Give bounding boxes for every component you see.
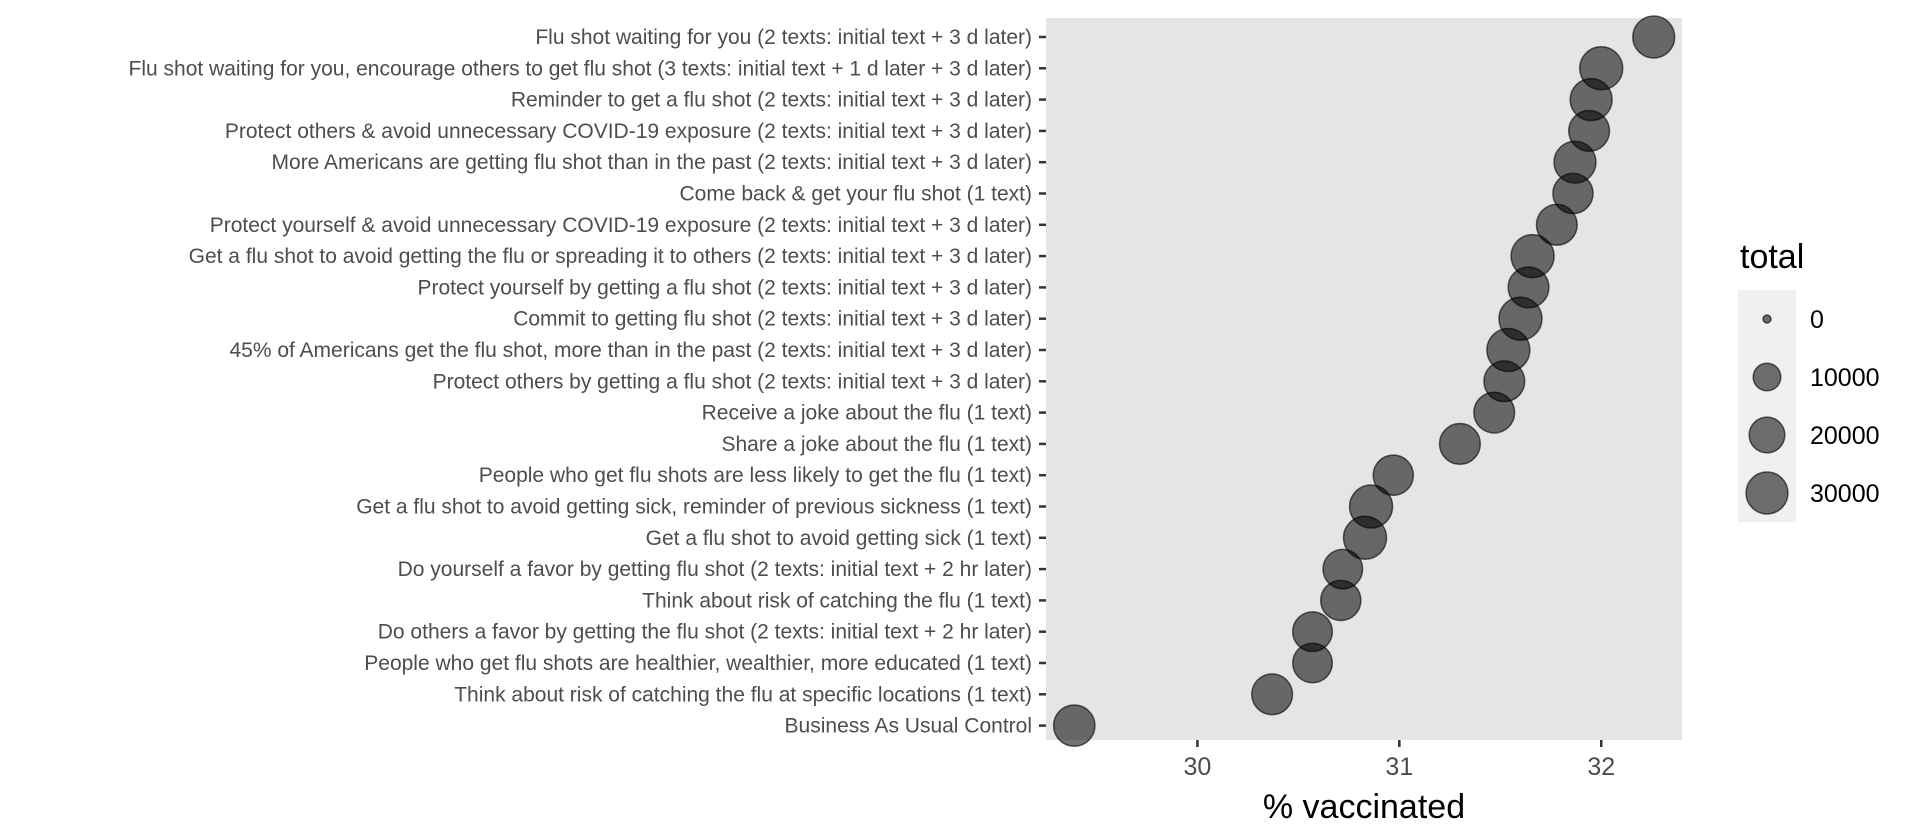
x-axis: 30 31 32 [1184,740,1615,781]
y-tick-label: Commit to getting flu shot (2 texts: ini… [513,308,1032,331]
legend-label: 0 [1810,306,1824,334]
y-tick-label: Get a flu shot to avoid getting sick (1 … [646,527,1032,550]
data-point [1473,391,1516,434]
data-point [1291,642,1334,684]
data-point [1319,579,1362,622]
legend-key [1762,314,1772,324]
y-tick-label: Business As Usual Control [785,715,1032,738]
legend-label: 20000 [1810,422,1880,450]
y-tick-label: Protect yourself & avoid unnecessary COV… [210,214,1032,237]
x-tick-label: 30 [1184,753,1212,781]
y-tick-label: Come back & get your flu shot (1 text) [680,183,1033,206]
y-tick-label: Reminder to get a flu shot (2 texts: ini… [511,89,1032,112]
x-axis-title: % vaccinated [1263,788,1465,826]
y-tick-label: People who get flu shots are less likely… [479,464,1032,487]
x-tick-label: 32 [1587,753,1615,781]
x-tick-label: 31 [1385,753,1413,781]
legend-title: total [1740,238,1804,276]
legend-key [1745,471,1789,515]
legend-label: 10000 [1810,364,1880,392]
y-tick-label: People who get flu shots are healthier, … [364,652,1032,675]
data-points [1052,15,1676,748]
data-point [1342,515,1388,561]
y-tick-label: Flu shot waiting for you (2 texts: initi… [535,26,1032,49]
y-tick-label: Protect others & avoid unnecessary COVID… [225,120,1032,143]
legend-items: 0 10000 20000 30000 [1745,306,1880,515]
legend-key [1748,416,1786,454]
y-tick-label: Get a flu shot to avoid getting sick, re… [356,496,1032,519]
y-tick-label: Think about risk of catching the flu at … [454,683,1032,706]
y-tick-label: Flu shot waiting for you, encourage othe… [129,57,1032,80]
data-point [1535,203,1578,246]
data-point [1251,673,1294,716]
y-tick-label: Share a joke about the flu (1 text) [721,433,1032,456]
y-axis: Flu shot waiting for you (2 texts: initi… [129,26,1046,738]
legend-key [1752,362,1782,392]
y-tick-label: Get a flu shot to avoid getting the flu … [189,245,1032,268]
y-tick-label: Receive a joke about the flu (1 text) [702,402,1032,425]
y-tick-label: Do others a favor by getting the flu sho… [378,621,1032,644]
data-point [1052,704,1096,748]
legend: total 0 10000 20000 30000 [1738,238,1880,522]
data-point [1438,422,1482,466]
data-point [1372,454,1415,497]
y-tick-label: Think about risk of catching the flu (1 … [642,589,1032,612]
y-tick-label: Do yourself a favor by getting flu shot … [398,558,1032,581]
legend-label: 30000 [1810,480,1880,508]
y-tick-label: Protect others by getting a flu shot (2 … [433,370,1032,393]
data-point [1632,15,1676,59]
y-tick-label: More Americans are getting flu shot than… [272,151,1032,174]
y-tick-label: Protect yourself by getting a flu shot (… [417,276,1032,299]
y-tick-label: 45% of Americans get the flu shot, more … [229,339,1032,362]
